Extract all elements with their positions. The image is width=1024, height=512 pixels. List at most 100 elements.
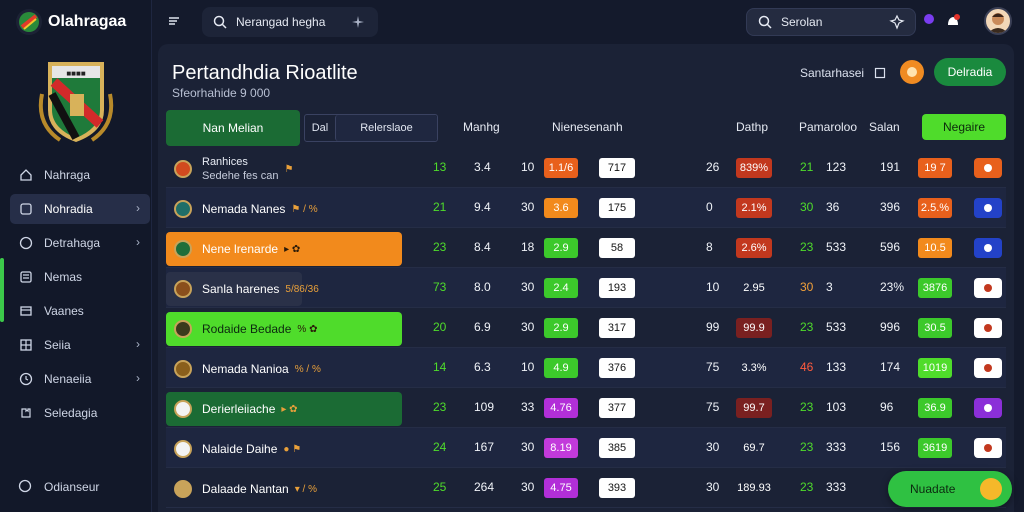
stat-cell: 30: [521, 480, 535, 494]
team-name: Nemada Nanes: [202, 202, 286, 216]
stat-cell: 18: [521, 240, 535, 254]
table-row[interactable]: Nemada Nanes ⚑ / % 21 9.4 30 3.6 175 0 2.1% 30 36 3…: [166, 188, 1006, 228]
brand[interactable]: Olahragaa: [16, 8, 126, 36]
stat-cell: 9.4: [474, 200, 491, 214]
sparkle-icon[interactable]: [350, 14, 366, 30]
pin-icon[interactable]: [889, 14, 905, 30]
table-row[interactable]: Nalaide Daihe ● ⚑ 24 167 30 8.19 385 30 69.7 23 33…: [166, 428, 1006, 468]
stat-cell: 0: [706, 200, 713, 214]
column-header[interactable]: Nienesenanh: [552, 120, 623, 134]
puzzle-icon: [18, 405, 34, 421]
sidebar-item-7[interactable]: Seledagia: [10, 398, 150, 428]
team-name-cell[interactable]: Nemada Nanes ⚑ / %: [166, 192, 402, 226]
tab-long-label: Relerslaoe: [335, 115, 437, 141]
table-row[interactable]: Dalaade Nantan ▾ / % 25 264 30 4.75 393 30 189.9…: [166, 468, 1006, 508]
table-row[interactable]: Nene lrenarde ▸ ✿ 23 8.4 18 2.9 58 8 2.6% 23 533 59…: [166, 228, 1006, 268]
stat-cell: 8: [706, 240, 713, 254]
avatar[interactable]: [984, 7, 1012, 35]
stat-cell: 10: [706, 280, 720, 294]
stat-cell: 109: [474, 400, 495, 414]
tab-filter[interactable]: Dal Relerslaoe: [304, 114, 438, 142]
stat-cell: 75: [706, 400, 720, 414]
team-name: Derierleiiache: [202, 402, 276, 416]
assistant-icon[interactable]: [900, 60, 924, 84]
sidebar-settings[interactable]: Odianseur: [18, 476, 99, 498]
stat-cell: 24: [433, 440, 447, 454]
floating-action-button[interactable]: Nuadate: [888, 471, 1012, 507]
percent-cell: 99.7: [736, 398, 772, 418]
club-badge-icon: [174, 360, 192, 378]
sidebar-item-4[interactable]: Vaanes: [10, 296, 150, 326]
sidebar: Olahragaa ■■■■ Nahraga Nohradia › Detrah…: [0, 0, 152, 512]
sidebar-item-2[interactable]: Detrahaga ›: [10, 228, 150, 258]
stat-cell: 6.9: [474, 320, 491, 334]
club-badge-icon: [174, 480, 192, 498]
form-flags: % ✿: [297, 323, 318, 335]
team-name-cell[interactable]: Dalaade Nantan ▾ / %: [166, 472, 402, 506]
team-action-icon[interactable]: [974, 278, 1002, 298]
table-row[interactable]: Rodaide Bedade % ✿ 20 6.9 30 2.9 317 99 99.9 23 53…: [166, 308, 1006, 348]
team-name-cell[interactable]: Ranhices Sedehe fes can ⚑: [166, 152, 402, 186]
stat-cell: 21: [433, 200, 447, 214]
team-action-icon[interactable]: [974, 398, 1002, 418]
stat-cell: 167: [474, 440, 495, 454]
sidebar-item-1[interactable]: Nohradia ›: [10, 194, 150, 224]
team-action-icon[interactable]: [974, 318, 1002, 338]
sidebar-item-5[interactable]: Seiia ›: [10, 330, 150, 360]
stat-cell: 30: [521, 320, 535, 334]
sidebar-item-3[interactable]: Nemas: [10, 262, 150, 292]
secondary-search-input[interactable]: Serolan: [746, 8, 916, 36]
rating-pill: 10.5: [918, 238, 952, 258]
list-icon: [18, 269, 34, 285]
nav-active-indicator: [0, 258, 4, 322]
team-action-icon[interactable]: [974, 198, 1002, 218]
header-link[interactable]: Santarhasei: [800, 66, 865, 80]
brand-logo-icon: [16, 9, 42, 35]
rating-pill: 2.4: [544, 278, 578, 298]
team-name: Rodaide Bedade: [202, 322, 292, 336]
column-action-button[interactable]: Negaire: [922, 114, 1006, 140]
team-action-icon[interactable]: [974, 158, 1002, 178]
svg-text:■■■■: ■■■■: [66, 69, 85, 78]
stat-cell: 13: [433, 160, 447, 174]
sidebar-item-6[interactable]: Nenaeiia ›: [10, 364, 150, 394]
column-header[interactable]: Dathp: [736, 120, 769, 134]
team-name-cell[interactable]: Nemada Nanioa % / %: [166, 352, 402, 386]
team-name-cell[interactable]: Nene lrenarde ▸ ✿: [166, 232, 402, 266]
column-header[interactable]: Pamaroloo: [799, 120, 858, 134]
table-row[interactable]: Nemada Nanioa % / % 14 6.3 10 4.9 376 75 3.3% 46 1…: [166, 348, 1006, 388]
form-flags: ⚑: [284, 163, 294, 175]
table-row[interactable]: Derierleiiache ▸ ✿ 23 109 33 4.76 377 75 99.7 23 1…: [166, 388, 1006, 428]
stat-cell: 10: [521, 160, 535, 174]
team-name-cell[interactable]: Rodaide Bedade % ✿: [166, 312, 402, 346]
table-row[interactable]: Sanla harenes 5/86/36 73 8.0 30 2.4 193 10 2.95 3…: [166, 268, 1006, 308]
primary-action-button[interactable]: Delradia: [934, 58, 1006, 86]
search-icon: [757, 14, 773, 30]
sidebar-item-0[interactable]: Nahraga: [10, 160, 150, 190]
notification-icon[interactable]: [944, 12, 962, 30]
tab-primary[interactable]: Nan Melian: [166, 110, 300, 146]
column-header[interactable]: Manhg: [463, 120, 500, 134]
menu-icon[interactable]: [166, 13, 182, 29]
team-action-icon[interactable]: [974, 438, 1002, 458]
stat-cell: 23: [800, 480, 814, 494]
team-action-icon[interactable]: [974, 238, 1002, 258]
team-name: Dalaade Nantan: [202, 482, 289, 496]
table-row[interactable]: Ranhices Sedehe fes can ⚑ 13 3.4 10 1.1/6 717 26…: [166, 148, 1006, 188]
stat-cell: 533: [826, 240, 847, 254]
search-input[interactable]: Nerangad hegha: [202, 7, 378, 37]
expand-icon[interactable]: [874, 66, 886, 79]
team-action-icon[interactable]: [974, 358, 1002, 378]
team-name-cell[interactable]: Nalaide Daihe ● ⚑: [166, 432, 402, 466]
column-header[interactable]: Salan: [869, 120, 900, 134]
team-name-cell[interactable]: Derierleiiache ▸ ✿: [166, 392, 402, 426]
stat-cell: 23%: [880, 280, 905, 294]
rating-pill: 3619: [918, 438, 952, 458]
team-name-cell[interactable]: Sanla harenes 5/86/36: [166, 272, 319, 306]
form-flags: % / %: [294, 363, 321, 375]
rating-pill: 1.1/6: [544, 158, 578, 178]
page-title: Pertandhdia Rioatlite: [172, 62, 358, 84]
top-bar: Nerangad hegha Serolan: [152, 0, 1024, 44]
search-value: Nerangad hegha: [236, 15, 326, 29]
stat-cell: 23: [433, 400, 447, 414]
